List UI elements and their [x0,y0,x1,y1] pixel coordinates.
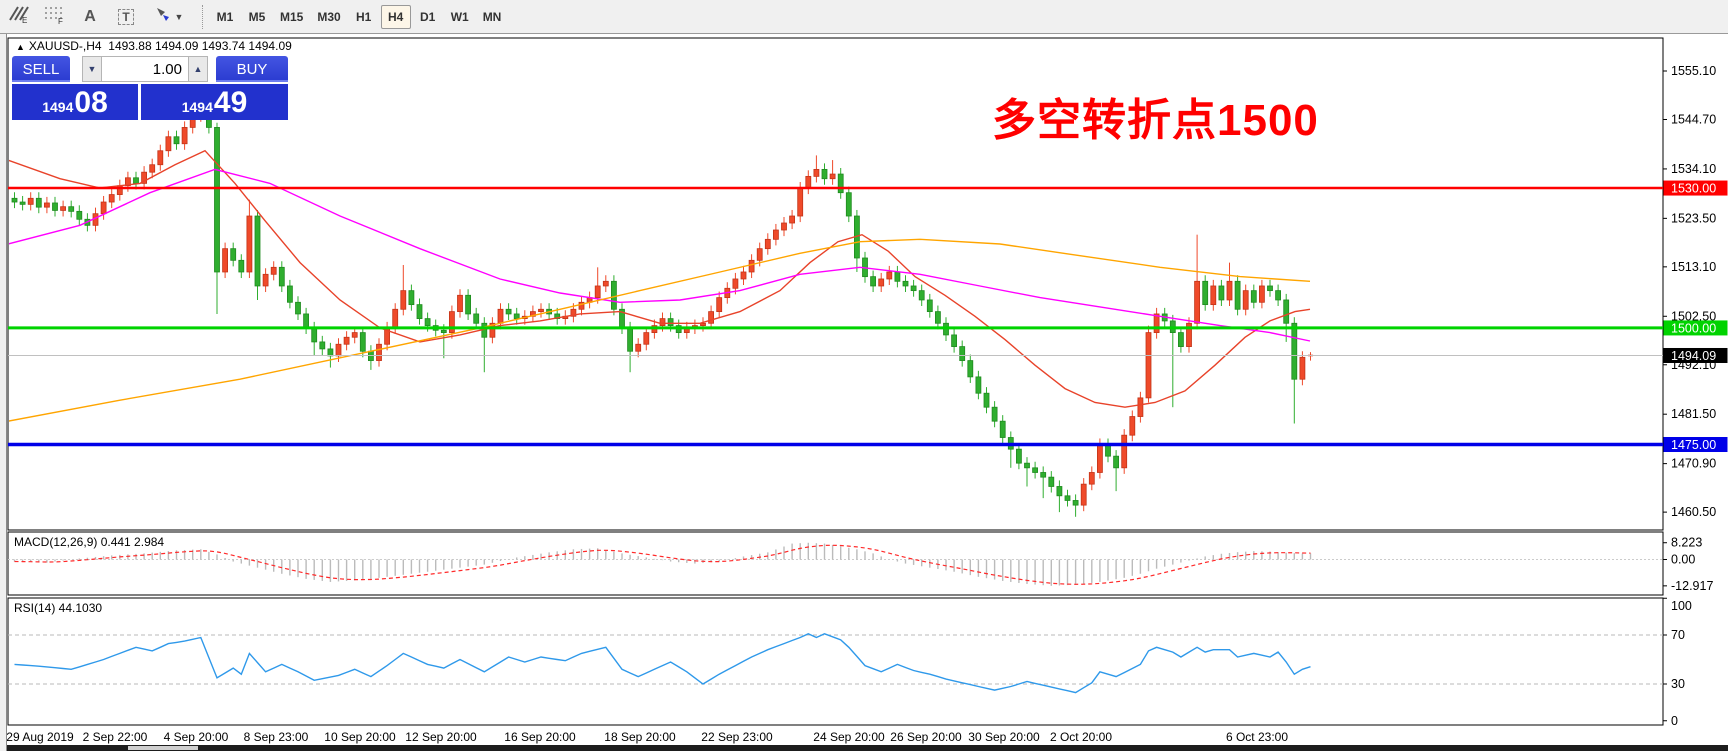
svg-text:1470.90: 1470.90 [1671,457,1716,471]
sell-price-big: 08 [74,86,108,119]
timeframe-h4[interactable]: H4 [380,4,411,29]
text-label-tool-button[interactable]: A [75,4,105,30]
svg-text:0.00: 0.00 [1671,553,1695,567]
svg-text:1534.10: 1534.10 [1671,162,1716,176]
text-box-icon: T [118,8,134,25]
sell-price-box[interactable]: 1494 08 [12,84,138,120]
buy-button[interactable]: BUY [216,56,288,82]
collapse-triangle-icon: ▲ [16,42,25,52]
svg-text:4 Sep 20:00: 4 Sep 20:00 [164,730,229,744]
svg-text:22 Sep 23:00: 22 Sep 23:00 [701,730,773,744]
svg-text:-12.917: -12.917 [1671,579,1713,593]
spin-up-icon: ▲ [193,64,203,74]
price-axis[interactable]: 1555.10 1544.70 1534.10 1523.50 1513.10 1502.… [1663,64,1728,519]
timeframe-m5[interactable]: M5 [248,9,266,24]
text-box-tool-button[interactable]: T [111,4,141,30]
macd-label: MACD(12,26,9) 0.441 2.984 [14,535,164,549]
bottom-window-bar [0,745,1728,751]
svg-text:1513.10: 1513.10 [1671,260,1716,274]
ma-medium-line[interactable] [8,168,1311,342]
svg-text:1544.70: 1544.70 [1671,112,1716,126]
timeframe-group: M1 M5 M15 M30 H1 H4 D1 W1 MN [209,4,508,29]
timeframe-w1[interactable]: W1 [450,9,469,24]
svg-text:24 Sep 20:00: 24 Sep 20:00 [813,730,885,744]
indicators-icon: E [7,4,29,29]
svg-text:F: F [58,17,63,24]
rsi-label: RSI(14) 44.1030 [14,601,102,615]
svg-text:2 Sep 22:00: 2 Sep 22:00 [83,730,148,744]
timeframe-m1[interactable]: M1 [216,9,234,24]
svg-text:2 Oct 20:00: 2 Oct 20:00 [1050,730,1112,744]
svg-text:18 Sep 20:00: 18 Sep 20:00 [604,730,676,744]
ma-fast-line[interactable] [8,149,1311,408]
buy-price-box[interactable]: 1494 49 [141,84,288,120]
svg-text:8 Sep 23:00: 8 Sep 23:00 [244,730,309,744]
symbol-ohlc-line: ▲ XAUUSD-,H4 1493.88 1494.09 1493.74 1494… [16,39,292,53]
svg-text:6 Oct 23:00: 6 Oct 23:00 [1226,730,1288,744]
arrows-icon [153,4,173,29]
svg-text:1460.50: 1460.50 [1671,505,1716,519]
one-click-trading-panel: SELL ▼ ▲ BUY 1494 08 1494 49 [12,56,288,120]
svg-text:1555.10: 1555.10 [1671,64,1716,78]
svg-text:26 Sep 20:00: 26 Sep 20:00 [890,730,962,744]
window-left-border [0,34,7,751]
svg-text:0: 0 [1671,714,1678,728]
volume-input[interactable] [102,56,188,82]
svg-text:8.223: 8.223 [1671,536,1702,550]
svg-text:16 Sep 20:00: 16 Sep 20:00 [504,730,576,744]
svg-text:70: 70 [1671,628,1685,642]
macd-panel[interactable]: MACD(12,26,9) 0.441 2.984 8.223 0.00 -12.91… [8,535,1713,593]
sell-button[interactable]: SELL [12,56,70,82]
ohlc-values: 1493.88 1494.09 1493.74 1494.09 [108,39,292,53]
timeframe-m15[interactable]: M15 [280,9,304,24]
svg-text:30 Sep 20:00: 30 Sep 20:00 [968,730,1040,744]
toolbar-separator [202,4,203,29]
timeframe-mn[interactable]: MN [482,9,502,24]
time-axis[interactable]: 29 Aug 2019 2 Sep 22:00 4 Sep 20:00 8 Sep 2… [6,730,1288,744]
grid-tool-button[interactable]: F [39,4,69,30]
svg-text:1523.50: 1523.50 [1671,211,1716,225]
chevron-down-icon: ▼ [174,11,184,22]
svg-text:1475.00: 1475.00 [1671,438,1716,452]
timeframe-h1[interactable]: H1 [356,9,372,24]
candles-layer [8,100,1313,517]
sell-price-main: 1494 [42,99,74,115]
timeframe-m30[interactable]: M30 [317,9,341,24]
chart-annotation-text[interactable]: 多空转折点1500 [992,96,1319,145]
text-label-icon: A [84,7,96,25]
symbol-name: XAUUSD-,H4 [28,39,102,53]
svg-text:1502.50: 1502.50 [1671,309,1716,323]
spin-down-icon: ▼ [87,64,97,74]
svg-text:1530.00: 1530.00 [1671,182,1716,196]
volume-down-button[interactable]: ▼ [82,56,102,82]
svg-text:E: E [22,16,27,24]
bottom-bar-splitter[interactable] [128,746,198,750]
svg-text:30: 30 [1671,677,1685,691]
ma-slow-line[interactable] [8,238,1311,422]
rsi-panel[interactable]: RSI(14) 44.1030 100 70 30 0 [8,597,1692,728]
buy-price-main: 1494 [181,99,213,115]
volume-up-button[interactable]: ▲ [188,56,208,82]
svg-text:1500.00: 1500.00 [1671,321,1716,335]
svg-text:100: 100 [1671,599,1692,613]
svg-text:29 Aug 2019: 29 Aug 2019 [6,730,74,744]
grid-icon: F [43,4,65,29]
svg-text:1481.50: 1481.50 [1671,407,1716,421]
arrows-tool-button[interactable]: ▼ [147,4,189,30]
svg-text:10 Sep 20:00: 10 Sep 20:00 [324,730,396,744]
buy-price-big: 49 [213,86,248,119]
timeframe-d1[interactable]: D1 [420,9,436,24]
indicators-tool-button[interactable]: E [3,4,33,30]
top-toolbar: E F A T ▼ M1 M5 M15 M30 H1 H4 D1 W1 MN [0,0,1728,34]
svg-text:12 Sep 20:00: 12 Sep 20:00 [405,730,477,744]
svg-text:1494.09: 1494.09 [1671,349,1716,363]
